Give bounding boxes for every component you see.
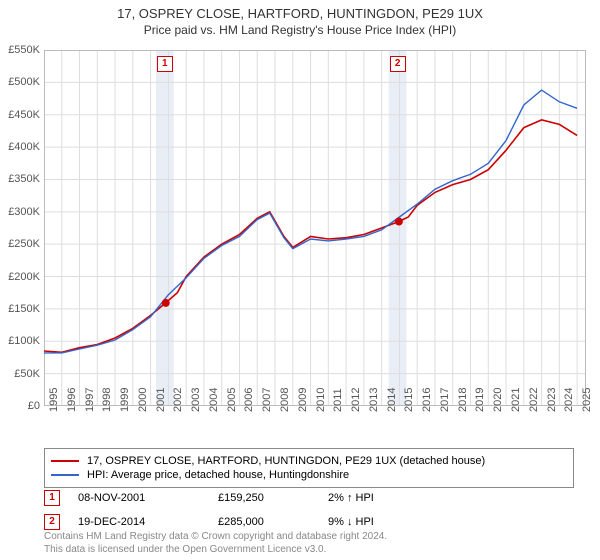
title-block: 17, OSPREY CLOSE, HARTFORD, HUNTINGDON, … bbox=[0, 0, 600, 37]
y-axis-label: £450K bbox=[0, 109, 40, 121]
event-delta-1: 2% ↑ HPI bbox=[328, 492, 418, 504]
event-date-2: 19-DEC-2014 bbox=[78, 516, 218, 528]
disclaimer-line1: Contains HM Land Registry data © Crown c… bbox=[44, 530, 387, 543]
chart-svg bbox=[44, 50, 586, 406]
event-band-marker: 1 bbox=[157, 56, 173, 72]
x-axis-label: 2024 bbox=[563, 388, 575, 412]
legend-item-hpi: HPI: Average price, detached house, Hunt… bbox=[51, 469, 567, 481]
event-date-1: 08-NOV-2001 bbox=[78, 492, 218, 504]
y-axis-label: £250K bbox=[0, 238, 40, 250]
disclaimer-line2: This data is licensed under the Open Gov… bbox=[44, 543, 387, 556]
legend-label-hpi: HPI: Average price, detached house, Hunt… bbox=[87, 469, 349, 481]
x-axis-label: 2020 bbox=[492, 388, 504, 412]
event-row-1: 1 08-NOV-2001 £159,250 2% ↑ HPI bbox=[44, 486, 574, 510]
event-delta-2: 9% ↓ HPI bbox=[328, 516, 418, 528]
x-axis-label: 2015 bbox=[403, 388, 415, 412]
legend-box: 17, OSPREY CLOSE, HARTFORD, HUNTINGDON, … bbox=[44, 448, 574, 488]
x-axis-label: 2000 bbox=[137, 388, 149, 412]
legend-item-price-paid: 17, OSPREY CLOSE, HARTFORD, HUNTINGDON, … bbox=[51, 455, 567, 467]
x-axis-label: 2013 bbox=[368, 388, 380, 412]
disclaimer: Contains HM Land Registry data © Crown c… bbox=[44, 530, 387, 556]
x-axis-label: 2004 bbox=[208, 388, 220, 412]
chart-plot-area: £0£50K£100K£150K£200K£250K£300K£350K£400… bbox=[44, 50, 586, 406]
x-axis-label: 2021 bbox=[510, 388, 522, 412]
legend-label-price-paid: 17, OSPREY CLOSE, HARTFORD, HUNTINGDON, … bbox=[87, 455, 485, 467]
title-address: 17, OSPREY CLOSE, HARTFORD, HUNTINGDON, … bbox=[0, 6, 600, 21]
y-axis-label: £150K bbox=[0, 303, 40, 315]
x-axis-label: 1998 bbox=[101, 388, 113, 412]
x-axis-label: 2025 bbox=[581, 388, 593, 412]
x-axis-label: 1999 bbox=[119, 388, 131, 412]
x-axis-label: 2005 bbox=[226, 388, 238, 412]
y-axis-label: £0 bbox=[0, 400, 40, 412]
x-axis-label: 1997 bbox=[84, 388, 96, 412]
y-axis-label: £50K bbox=[0, 368, 40, 380]
x-axis-label: 2011 bbox=[332, 388, 344, 412]
y-axis-label: £300K bbox=[0, 206, 40, 218]
x-axis-label: 2012 bbox=[350, 388, 362, 412]
event-table: 1 08-NOV-2001 £159,250 2% ↑ HPI 2 19-DEC… bbox=[44, 486, 574, 534]
legend-swatch-hpi bbox=[51, 474, 79, 476]
y-axis-label: £400K bbox=[0, 141, 40, 153]
legend-swatch-price-paid bbox=[51, 460, 79, 462]
event-marker-1: 1 bbox=[44, 490, 60, 506]
x-axis-label: 2001 bbox=[155, 388, 167, 412]
y-axis-label: £200K bbox=[0, 271, 40, 283]
x-axis-label: 1995 bbox=[48, 388, 60, 412]
x-axis-label: 2007 bbox=[261, 388, 273, 412]
x-axis-label: 2010 bbox=[315, 388, 327, 412]
event-band-marker: 2 bbox=[390, 56, 406, 72]
x-axis-label: 1996 bbox=[66, 388, 78, 412]
x-axis-label: 2023 bbox=[546, 388, 558, 412]
y-axis-label: £350K bbox=[0, 173, 40, 185]
chart-container: 17, OSPREY CLOSE, HARTFORD, HUNTINGDON, … bbox=[0, 0, 600, 560]
x-axis-label: 2019 bbox=[474, 388, 486, 412]
x-axis-label: 2006 bbox=[243, 388, 255, 412]
event-marker-2: 2 bbox=[44, 514, 60, 530]
title-subtitle: Price paid vs. HM Land Registry's House … bbox=[0, 23, 600, 37]
x-axis-label: 2008 bbox=[279, 388, 291, 412]
x-axis-label: 2017 bbox=[439, 388, 451, 412]
y-axis-label: £550K bbox=[0, 44, 40, 56]
x-axis-label: 2002 bbox=[172, 388, 184, 412]
x-axis-label: 2009 bbox=[297, 388, 309, 412]
x-axis-label: 2018 bbox=[457, 388, 469, 412]
y-axis-label: £100K bbox=[0, 335, 40, 347]
event-price-1: £159,250 bbox=[218, 492, 328, 504]
x-axis-label: 2016 bbox=[421, 388, 433, 412]
y-axis-label: £500K bbox=[0, 76, 40, 88]
x-axis-label: 2014 bbox=[386, 388, 398, 412]
x-axis-label: 2022 bbox=[528, 388, 540, 412]
x-axis-label: 2003 bbox=[190, 388, 202, 412]
event-price-2: £285,000 bbox=[218, 516, 328, 528]
